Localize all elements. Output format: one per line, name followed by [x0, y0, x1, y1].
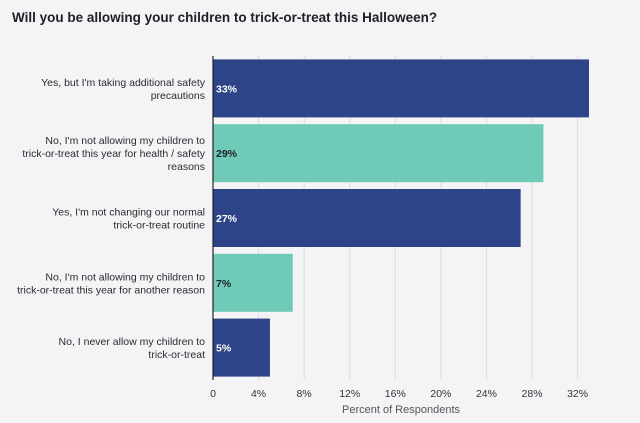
x-tick-label: 12%: [339, 388, 360, 400]
bar: [213, 124, 544, 183]
category-label-line: trick-or-treat routine: [113, 220, 205, 232]
category-label-line: precautions: [151, 90, 205, 102]
x-axis-title: Percent of Respondents: [342, 404, 461, 416]
category-label-line: No, I never allow my children to: [59, 336, 206, 348]
x-tick-label: 4%: [251, 388, 266, 400]
category-label-line: No, I'm not allowing my children to: [45, 271, 205, 283]
category-label-line: trick-or-treat: [148, 349, 205, 361]
bar: [213, 59, 589, 118]
category-label-line: Yes, I'm not changing our normal: [52, 207, 205, 219]
category-label: Yes, but I'm taking additional safety pre…: [41, 77, 206, 102]
x-tick-label: 24%: [476, 388, 497, 400]
category-label-line: trick-or-treat this year for another rea…: [17, 284, 205, 296]
x-tick-label: 8%: [297, 388, 312, 400]
data-label: 5%: [216, 343, 232, 355]
bar: [213, 189, 521, 247]
category-label: No, I'm not allowing my children to trick…: [17, 271, 205, 296]
category-label: No, I never allow my children to trick-or…: [59, 336, 206, 361]
bar: [213, 318, 270, 377]
x-tick-label: 32%: [567, 388, 588, 400]
category-label: Yes, I'm not changing our normal trick-or…: [52, 207, 205, 232]
data-label: 27%: [216, 213, 238, 225]
data-label: 29%: [216, 148, 238, 160]
x-tick-label: 28%: [522, 388, 543, 400]
x-tick-label: 0: [210, 388, 216, 400]
category-label-line: reasons: [168, 161, 205, 173]
category-label-line: Yes, but I'm taking additional safety: [41, 77, 206, 89]
x-tick-label: 20%: [430, 388, 451, 400]
category-label-line: trick-or-treat this year for health / sa…: [22, 148, 205, 160]
x-tick-label: 16%: [385, 388, 406, 400]
chart-title: Will you be allowing your children to tr…: [12, 10, 438, 25]
category-label-line: No, I'm not allowing my children to: [45, 135, 205, 147]
data-label: 33%: [216, 83, 238, 95]
bar: [213, 253, 293, 312]
data-label: 7%: [216, 278, 232, 290]
category-label: No, I'm not allowing my children to trick…: [22, 135, 205, 173]
